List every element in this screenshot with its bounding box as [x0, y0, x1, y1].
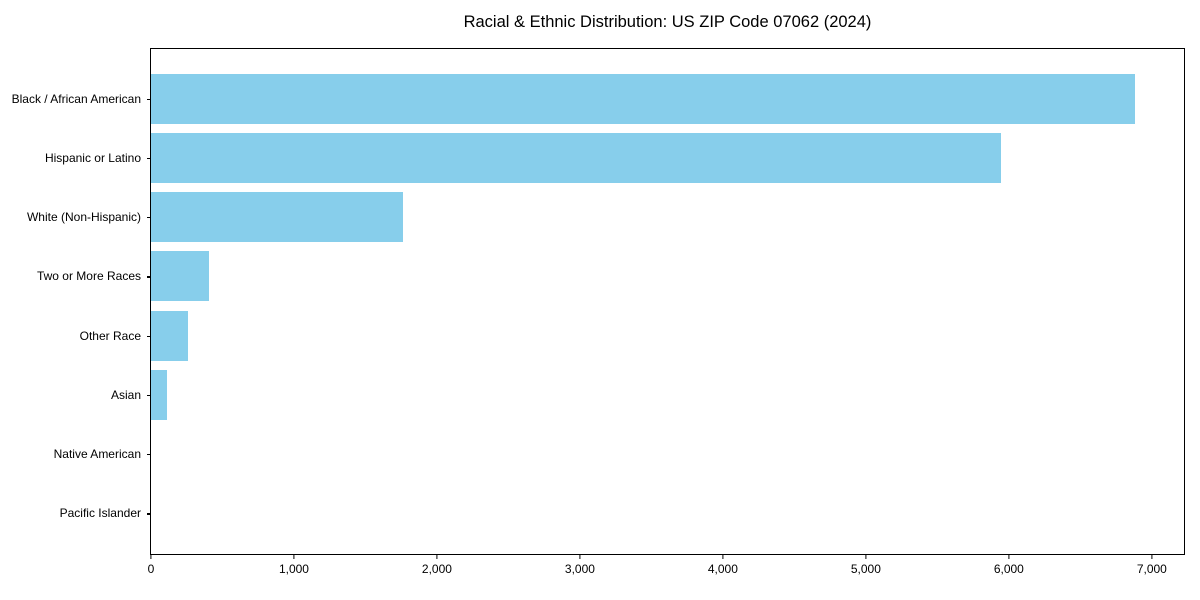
x-tick-label: 7,000	[1136, 562, 1167, 576]
y-axis-label: Native American	[53, 447, 141, 462]
x-tick-label: 3,000	[564, 562, 595, 576]
x-tick-mark	[579, 554, 581, 559]
y-axis-label: Pacific Islander	[59, 506, 141, 521]
bar-row: Other Race	[80, 306, 1184, 365]
y-tick-mark	[147, 454, 151, 456]
x-tick-label: 5,000	[850, 562, 881, 576]
x-tick-mark	[1008, 554, 1010, 559]
bar	[151, 73, 1135, 124]
y-axis-label: Hispanic or Latino	[44, 150, 141, 165]
y-tick-mark	[147, 217, 151, 219]
x-tick-label: 0	[147, 562, 155, 576]
x-tick-mark	[865, 554, 867, 559]
y-axis-label: Other Race	[79, 328, 141, 343]
x-tick-label: 6,000	[993, 562, 1024, 576]
chart-title: Racial & Ethnic Distribution: US ZIP Cod…	[463, 13, 872, 31]
y-tick-mark	[147, 513, 151, 515]
bar-row: Pacific Islander	[60, 484, 1184, 543]
bar-row: Black / African American	[12, 69, 1184, 128]
y-axis-label: Black / African American	[11, 91, 141, 106]
bar-row: Asian	[111, 365, 1184, 424]
y-tick-mark	[147, 335, 151, 337]
bar	[151, 132, 1001, 183]
x-tick-mark	[1151, 554, 1153, 559]
bar-row: White (Non-Hispanic)	[27, 188, 1184, 247]
x-tick-label: 4,000	[707, 562, 738, 576]
bar-row: Hispanic or Latino	[45, 128, 1184, 187]
bar	[151, 369, 167, 420]
x-tick-label: 2,000	[421, 562, 452, 576]
bar-row: Native American	[54, 425, 1184, 484]
y-tick-mark	[147, 276, 151, 278]
y-axis-label: Asian	[110, 387, 141, 402]
x-tick-mark	[722, 554, 724, 559]
bar	[151, 310, 188, 361]
y-tick-mark	[147, 98, 151, 100]
y-tick-mark	[147, 157, 151, 160]
x-axis: 0 1,000 2,000 3,000 4,000 5,000 6,000 7,000	[147, 554, 1184, 584]
y-axis-label: White (Non-Hispanic)	[26, 210, 141, 225]
bar	[151, 192, 404, 243]
y-tick-mark	[147, 394, 151, 397]
x-tick-mark	[150, 554, 152, 559]
bar	[151, 251, 209, 302]
plot-area: Black / African American Hispanic or Lati…	[12, 48, 1185, 576]
bars-container: Black / African American Hispanic or Lati…	[12, 49, 1184, 554]
x-tick-mark	[293, 554, 295, 559]
y-axis-label: Two or More Races	[36, 269, 141, 284]
x-tick-mark	[436, 554, 438, 559]
x-tick-label: 1,000	[278, 562, 309, 576]
bar-row: Two or More Races	[37, 247, 1184, 306]
